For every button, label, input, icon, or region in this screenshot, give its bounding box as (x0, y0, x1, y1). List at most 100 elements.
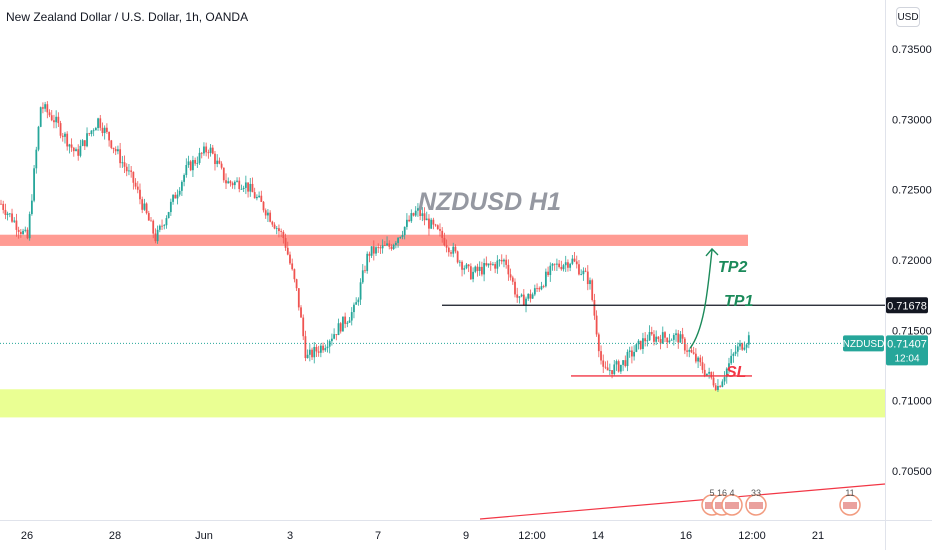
candle-body (425, 218, 428, 221)
candle-body (30, 200, 33, 215)
candle-body (476, 266, 479, 271)
candle-body (474, 266, 477, 272)
candle-body (617, 361, 620, 372)
candle-body (467, 264, 470, 267)
candle-body (688, 349, 691, 352)
economic-events[interactable]: 5 16 4 33 11 (701, 488, 861, 516)
candle-body (661, 332, 664, 344)
candle-body (399, 236, 402, 238)
candle-body (361, 270, 364, 283)
current-price-tag: NZDUSD 0.71407 12:04 (843, 335, 928, 366)
candle-body (81, 140, 84, 146)
candle-body (531, 294, 534, 299)
candle-body (668, 340, 671, 343)
candle-body (128, 170, 130, 172)
event-count-label: 5 (709, 488, 714, 498)
candle-body (150, 220, 152, 222)
candle-body (0, 203, 2, 205)
candle-body (220, 163, 223, 168)
candle-body (589, 280, 591, 285)
candle-body (564, 262, 567, 266)
price-tick-label: 0.73500 (892, 44, 932, 56)
candle-body (533, 288, 536, 295)
candle-body (445, 245, 448, 248)
candle-body (487, 263, 490, 266)
sl-label: SL (726, 364, 746, 381)
candle-body (686, 350, 688, 352)
time-axis[interactable]: 26 28 Jun 3 7 9 12:00 14 16 12:00 21 (21, 530, 824, 542)
candlestick-series (0, 101, 750, 393)
price-tick-label: 0.73000 (892, 114, 932, 126)
candle-body (644, 338, 647, 342)
candle-body (388, 243, 391, 247)
candle-body (315, 346, 318, 352)
candle-body (130, 170, 133, 172)
candle-body (319, 345, 322, 353)
candle-body (198, 152, 201, 163)
candle-body (247, 182, 249, 192)
candle-body (326, 346, 329, 349)
candle-body (57, 116, 60, 124)
candle-body (165, 218, 168, 226)
candle-body (324, 348, 327, 351)
candle-body (571, 258, 574, 264)
candle-body (253, 192, 256, 199)
candle-body (710, 371, 713, 378)
candle-body (503, 259, 505, 262)
candle-body (655, 336, 658, 342)
event-flag-icon[interactable]: 4 (721, 488, 743, 516)
event-flag-icon[interactable]: 11 (839, 488, 861, 516)
candle-body (379, 247, 382, 249)
support-zone[interactable] (0, 389, 885, 418)
resistance-zone[interactable] (0, 234, 748, 246)
price-tick-label: 0.71000 (892, 396, 932, 408)
candle-body (701, 362, 704, 370)
candle-body (22, 230, 24, 234)
candle-body (229, 181, 232, 184)
candle-body (313, 346, 316, 358)
candle-body (392, 244, 395, 249)
candle-body (357, 299, 360, 303)
candle-body (275, 228, 278, 229)
candle-body (734, 351, 737, 354)
candle-body (600, 351, 602, 361)
candle-body (743, 347, 746, 350)
time-tick-label: 16 (680, 530, 692, 542)
candle-body (372, 246, 375, 254)
candle-body (289, 254, 291, 264)
candle-body (694, 353, 697, 362)
candle-body (558, 263, 561, 267)
candle-body (28, 214, 31, 239)
candle-body (408, 219, 411, 222)
price-axis[interactable]: 0.73500 0.73000 0.72500 0.72000 0.71500 0.710… (892, 44, 932, 478)
candle-body (196, 162, 199, 164)
candle-body (719, 386, 722, 387)
candle-body (525, 298, 527, 306)
candle-body (430, 219, 433, 229)
price-tick-label: 0.72000 (892, 255, 932, 267)
candle-body (337, 323, 340, 336)
candle-body (516, 294, 519, 298)
trend-line[interactable] (479, 483, 886, 520)
candle-body (355, 302, 358, 305)
candle-body (117, 149, 119, 152)
candle-body (414, 210, 417, 216)
candle-body (706, 373, 708, 376)
svg-text:0.71678: 0.71678 (887, 300, 927, 312)
candle-body (522, 294, 525, 306)
event-flag-icon[interactable]: 33 (745, 488, 767, 516)
currency-button[interactable]: USD (896, 7, 920, 27)
candle-body (714, 385, 717, 391)
candle-body (452, 246, 455, 254)
candle-body (55, 116, 58, 123)
candle-body (481, 266, 483, 275)
candle-body (492, 264, 494, 265)
tp2-arrow[interactable] (689, 249, 713, 349)
candle-body (485, 263, 488, 266)
candle-body (421, 213, 424, 217)
candle-body (97, 118, 99, 129)
candle-body (721, 381, 724, 387)
candle-body (172, 194, 174, 202)
candle-body (723, 377, 726, 382)
